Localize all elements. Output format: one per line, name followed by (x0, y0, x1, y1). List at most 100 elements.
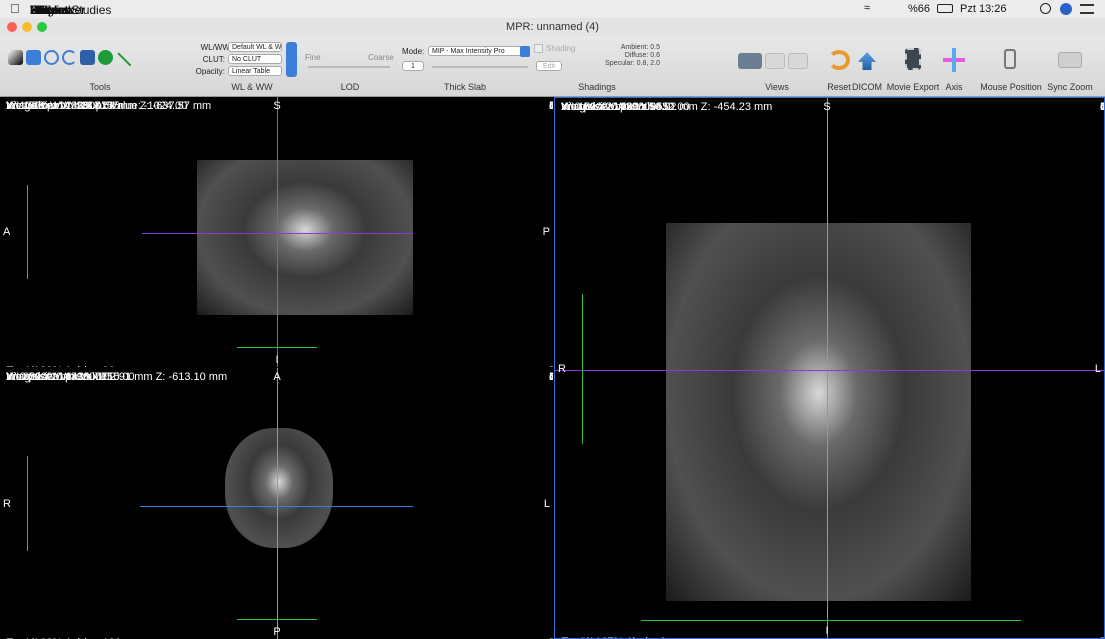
minimize-button[interactable] (22, 22, 32, 32)
overlay-line: Uncompressed (561, 636, 635, 638)
orientation-right: L (543, 497, 550, 510)
group-label: Tools (89, 82, 111, 92)
menu-item[interactable]: Format (30, 3, 69, 17)
apple-menu[interactable]:  (10, 1, 20, 16)
shading-edit[interactable]: Edit (536, 61, 562, 71)
close-button[interactable] (7, 22, 17, 32)
mode-label: Mode: (402, 47, 425, 56)
specular: Specular: 0.8, 2.0 (605, 60, 660, 67)
line-tool[interactable] (117, 52, 132, 67)
toolbar-button-label[interactable]: Axis (945, 82, 963, 92)
toolbar-button-label[interactable]: Mouse Position (980, 82, 1042, 92)
ct-image (225, 428, 333, 548)
menu-item[interactable]: Window (30, 3, 73, 17)
diffuse: Diffuse: 0.6 (624, 52, 660, 59)
crosshair-horizontal (142, 233, 413, 234)
opacity-label: Opacity: (195, 67, 225, 76)
reset-icon[interactable] (828, 50, 850, 70)
clut-popup[interactable]: No CLUT (228, 54, 282, 64)
menu-item[interactable]: 2D Viewer (30, 3, 86, 17)
view-layout-2[interactable] (765, 53, 785, 69)
wifi-icon[interactable]: ≈ (864, 2, 871, 14)
viewport[interactable]: Image size: 960 x 955 View size: 1439 x 1… (554, 97, 1105, 639)
overlay-line: X: -1.78 mm Y: 313.64 mm Z: -637.57 mm (6, 100, 212, 112)
shading-label: Shading (546, 44, 576, 53)
overlay-line: 11.10.2019 03:28:05 (549, 637, 553, 639)
viewport[interactable]: Image size: 1439 x 715 View size: 1439 x … (0, 368, 553, 639)
overlay-line: View size: 1439 x 1432 (561, 101, 674, 113)
menu-item[interactable]: File (30, 3, 50, 17)
view-layout-1[interactable] (738, 53, 762, 69)
scroll-tool[interactable] (80, 50, 95, 65)
toolbar-button-label[interactable]: Movie Export (886, 82, 940, 92)
zoom-tool[interactable] (44, 50, 59, 65)
slab-slider[interactable] (432, 66, 528, 68)
ct-image (197, 160, 413, 315)
overlay-line: View size: 1439 x 715 (6, 371, 113, 383)
mouse-position-icon[interactable] (1004, 49, 1016, 69)
orientation-right: P (542, 226, 550, 238)
lod-coarse: Coarse (368, 53, 394, 62)
wl-ww-popup[interactable]: Default WL & W (228, 42, 282, 52)
menu-item[interactable]: ROI (30, 3, 52, 17)
orientation-left: A (3, 226, 11, 238)
battery[interactable]: %66 (908, 3, 931, 15)
axis-icon-v[interactable] (952, 48, 956, 72)
lod-slider[interactable] (308, 66, 390, 68)
opacity-popup[interactable]: Linear Table (228, 66, 282, 76)
orientation-right: L (1094, 363, 1101, 375)
rotate-tool[interactable] (62, 50, 77, 65)
overlay-line: 15138918 ( 35 y , 34 y ) (1100, 101, 1104, 113)
view-layout-3[interactable] (788, 53, 808, 69)
zoom-button[interactable] (37, 22, 47, 32)
overlay-line: Image size: 960 x 955 (561, 101, 669, 113)
scale-horizontal (236, 347, 317, 348)
menu-item[interactable]: 3D Viewer (30, 3, 86, 17)
search-icon[interactable] (1040, 3, 1051, 14)
overlay-line: Uncompressed (6, 637, 80, 639)
overlay-line: Zoom: 83% Angle: -90 (6, 365, 115, 367)
overlay-line: Image size: 1439 x 715 (6, 371, 120, 383)
shading-checkbox[interactable] (534, 44, 543, 53)
wl-ww-label: WL/WW: (200, 43, 232, 52)
clut-label: CLUT: (202, 55, 225, 64)
overlay-line: X: -161.42 mm Y: 56.02 mm Z: -454.23 mm (561, 101, 773, 113)
menu-item[interactable]: Recent Studies (30, 3, 112, 17)
viewport[interactable]: Image size: 1439 x 715 View size: 1439 x … (0, 97, 553, 367)
slab-field[interactable]: 1 (402, 61, 424, 71)
sync-zoom-icon[interactable] (1058, 52, 1082, 68)
clock[interactable]: Pzt 13:26 (960, 3, 1007, 15)
mode-popup[interactable]: MIP - Max Intensity Pro (428, 46, 530, 56)
scale-vertical (582, 294, 583, 444)
group-label: WL & WW (231, 82, 273, 92)
crosshair-vertical (277, 97, 278, 367)
menu-item[interactable]: Help (30, 3, 55, 17)
menu-item[interactable]: Network (30, 3, 75, 17)
scale-vertical (27, 184, 28, 280)
title-bar: MPR: unnamed (4) (0, 18, 1105, 36)
overlay-line: WL: 500 WW: 1600 (6, 371, 102, 383)
overlay-line: Bt Beyin+Servikal (549, 371, 553, 383)
crosshair-vertical (827, 98, 828, 638)
menu-item[interactable]: Plugins (30, 3, 70, 17)
siri-icon[interactable] (1060, 3, 1072, 15)
wl-tool[interactable] (8, 50, 23, 65)
menu-item[interactable]: Edit (30, 3, 51, 17)
overlay-line: Zoom: 83% Angle: -180 (6, 637, 121, 639)
control-center[interactable] (1080, 4, 1094, 14)
scale-horizontal (236, 619, 317, 620)
move-tool[interactable] (26, 50, 41, 65)
orientation-top: S (273, 100, 281, 112)
overlay-line: CERVIKAL (549, 371, 553, 383)
overlay-line: X: -321.41 mm Y: -102.91 mm Z: -613.10 m… (6, 371, 228, 383)
toolbar-button-label[interactable]: DICOM (852, 82, 882, 92)
group-label: Thick Slab (443, 82, 487, 92)
toolbar-button-label[interactable]: Sync Zoom (1047, 82, 1093, 92)
dicom-icon[interactable] (858, 52, 876, 70)
toolbar-button-label[interactable]: Reset (827, 82, 851, 92)
orientation-left: R (3, 497, 11, 510)
menu-item[interactable]: Horos (30, 3, 65, 17)
overlay-line: Zoom: 167% Angle: 0 (561, 636, 666, 638)
movie-export-icon[interactable] (905, 48, 921, 70)
roi-tool[interactable] (98, 50, 113, 65)
